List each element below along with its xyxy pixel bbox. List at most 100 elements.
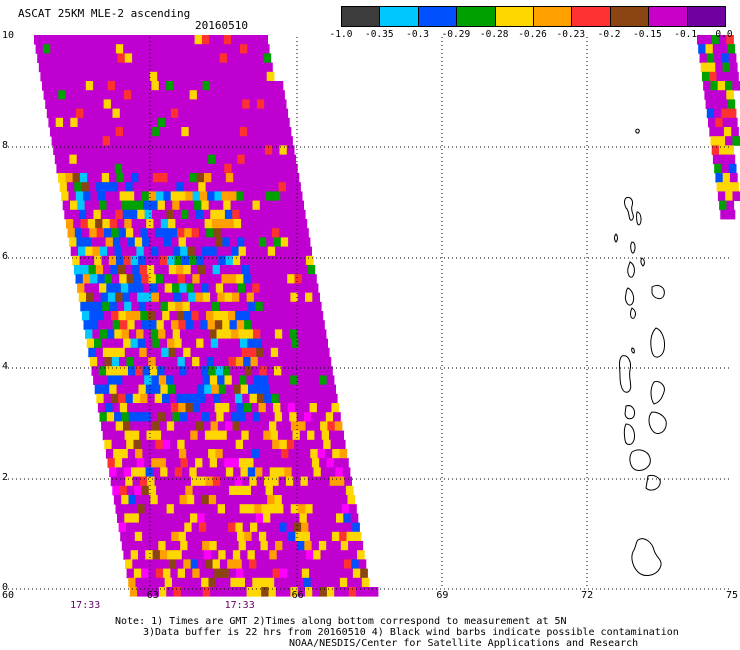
data-cell	[65, 173, 73, 183]
data-cell	[285, 182, 294, 192]
data-cell	[99, 117, 108, 128]
data-cell	[342, 467, 351, 477]
data-cell	[261, 209, 270, 220]
data-cell	[138, 550, 146, 560]
data-cell	[153, 513, 162, 523]
data-cell	[265, 274, 273, 284]
data-cell	[228, 228, 236, 238]
data-cell	[38, 62, 47, 73]
data-cell	[333, 541, 342, 551]
data-cell	[129, 458, 138, 468]
data-cell	[226, 219, 235, 229]
data-cell	[258, 568, 266, 579]
data-cell	[288, 449, 297, 459]
data-cell	[42, 81, 50, 91]
data-cell	[183, 136, 191, 146]
data-cell	[316, 568, 325, 579]
data-cell	[352, 522, 360, 533]
data-cell	[60, 62, 69, 73]
data-cell	[184, 439, 193, 450]
data-cell	[276, 338, 285, 349]
data-cell	[185, 568, 193, 579]
data-cell	[152, 127, 160, 137]
data-cell	[188, 292, 196, 303]
data-cell	[134, 531, 143, 542]
data-cell	[208, 449, 216, 459]
data-cell	[256, 559, 265, 569]
data-cell	[119, 191, 128, 201]
data-cell	[138, 173, 146, 183]
data-cell	[156, 403, 164, 413]
data-cell	[222, 154, 231, 165]
data-cell	[124, 513, 132, 523]
data-cell	[183, 476, 192, 487]
data-cell	[152, 467, 161, 477]
data-cell	[107, 81, 116, 91]
data-cell	[167, 90, 176, 100]
data-cell	[252, 71, 260, 82]
data-cell	[136, 163, 145, 174]
data-cell	[157, 366, 165, 376]
data-cell	[187, 541, 196, 551]
data-cell	[149, 531, 158, 542]
data-cell	[102, 347, 111, 358]
data-cell	[726, 200, 735, 211]
data-cell	[189, 255, 197, 266]
data-cell	[155, 568, 164, 579]
data-cell	[67, 228, 76, 238]
data-cell	[151, 246, 159, 257]
data-cell	[249, 311, 258, 321]
data-cell	[110, 430, 118, 441]
data-cell	[130, 338, 139, 349]
data-cell	[171, 320, 179, 330]
data-cell	[209, 35, 217, 45]
data-cell	[216, 35, 225, 45]
data-cell	[285, 476, 294, 487]
data-cell	[180, 81, 189, 91]
data-cell	[236, 191, 245, 201]
data-cell	[215, 366, 224, 376]
data-cell	[304, 458, 313, 468]
data-cell	[197, 53, 206, 63]
data-cell	[48, 35, 57, 45]
data-cell	[217, 292, 226, 303]
data-cell	[64, 44, 73, 54]
data-cell	[265, 62, 273, 73]
data-cell	[130, 504, 138, 514]
data-cell	[73, 265, 82, 275]
data-cell	[76, 154, 85, 165]
y-tick-label: 8	[2, 140, 9, 152]
data-cell	[159, 421, 168, 431]
data-cell	[168, 430, 177, 441]
data-cell	[318, 495, 326, 505]
data-cell	[109, 301, 118, 312]
data-cell	[290, 375, 298, 385]
data-cell	[141, 320, 150, 330]
data-cell	[74, 99, 83, 109]
data-cell	[77, 283, 85, 293]
data-cell	[307, 265, 316, 275]
data-cell	[313, 338, 321, 349]
data-cell	[214, 108, 223, 119]
data-cell	[164, 71, 173, 82]
data-cell	[186, 71, 195, 82]
data-cell	[195, 163, 203, 174]
data-cell	[112, 108, 121, 119]
data-cell	[258, 274, 266, 284]
data-cell	[729, 117, 738, 128]
data-cell	[275, 541, 283, 551]
data-cell	[197, 136, 206, 146]
data-cell	[84, 200, 93, 211]
data-cell	[208, 577, 217, 588]
data-cell	[204, 90, 212, 100]
data-cell	[164, 154, 172, 165]
data-cell	[118, 182, 126, 192]
data-cell	[102, 384, 110, 395]
data-cell	[305, 255, 314, 266]
data-cell	[84, 71, 92, 82]
data-cell	[336, 559, 345, 569]
data-cell	[210, 209, 218, 220]
data-cell	[204, 219, 213, 229]
data-cell	[264, 393, 272, 404]
data-cell	[63, 81, 72, 91]
